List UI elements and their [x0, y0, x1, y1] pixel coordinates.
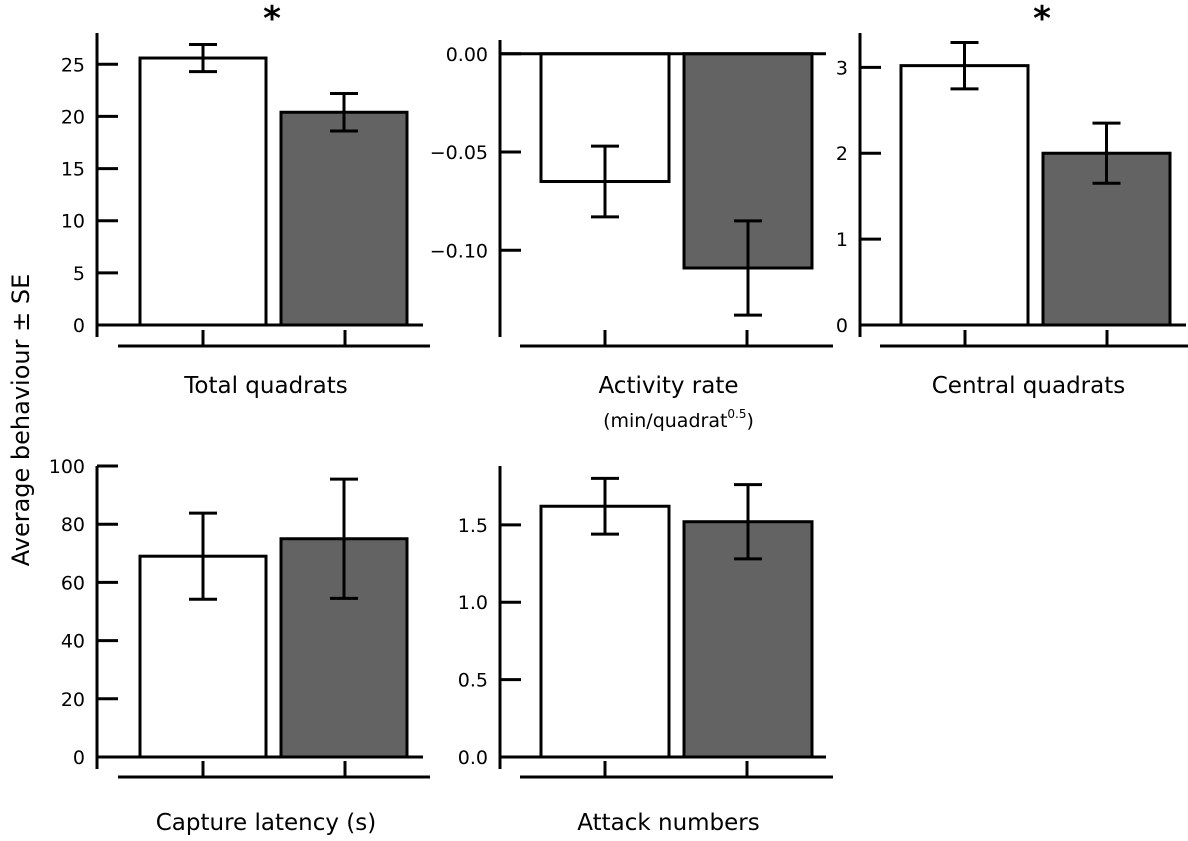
- y-tick-label: 1: [836, 229, 848, 251]
- y-tick-label: 2: [836, 143, 848, 165]
- bar-2: [682, 520, 814, 759]
- y-tick-label: 1.5: [458, 515, 488, 537]
- panel-label: Activity rate: [598, 373, 738, 399]
- y-tick-label: 5: [73, 263, 85, 285]
- y-tick-label: −0.05: [430, 142, 488, 164]
- y-tick-label: 15: [61, 159, 85, 181]
- y-tick-label: 0.0: [458, 747, 488, 769]
- panel-sublabel: (min/quadrat0.5): [603, 407, 754, 432]
- y-tick-label: 10: [61, 211, 85, 233]
- y-tick-label: 0: [836, 315, 848, 337]
- y-tick-label: 20: [61, 106, 85, 128]
- panel-label: Capture latency (s): [156, 810, 377, 836]
- y-tick-label: 20: [61, 689, 85, 711]
- y-tick-label: 80: [61, 514, 85, 536]
- panel-label: Central quadrats: [932, 373, 1125, 399]
- significance-star: *: [263, 0, 281, 39]
- y-axis-label: Average behaviour ± SE: [7, 274, 35, 567]
- y-tick-label: 0: [73, 315, 85, 337]
- y-tick-label: 0: [73, 747, 85, 769]
- bar-1: [539, 504, 671, 759]
- y-tick-label: 3: [836, 57, 848, 79]
- significance-star: *: [1033, 0, 1051, 39]
- y-tick-label: 1.0: [458, 592, 488, 614]
- bar-1: [899, 64, 1030, 327]
- y-tick-label: 0.5: [458, 670, 488, 692]
- y-tick-label: −0.10: [430, 240, 488, 262]
- y-tick-label: 40: [61, 631, 85, 653]
- y-tick-label: 100: [49, 456, 85, 478]
- y-tick-label: 0.00: [446, 44, 488, 66]
- bar-2: [279, 110, 409, 327]
- panel-label: Attack numbers: [577, 810, 759, 836]
- bar-1: [138, 56, 268, 327]
- y-tick-label: 60: [61, 572, 85, 594]
- panel-label: Total quadrats: [183, 373, 347, 399]
- y-tick-label: 25: [61, 54, 85, 76]
